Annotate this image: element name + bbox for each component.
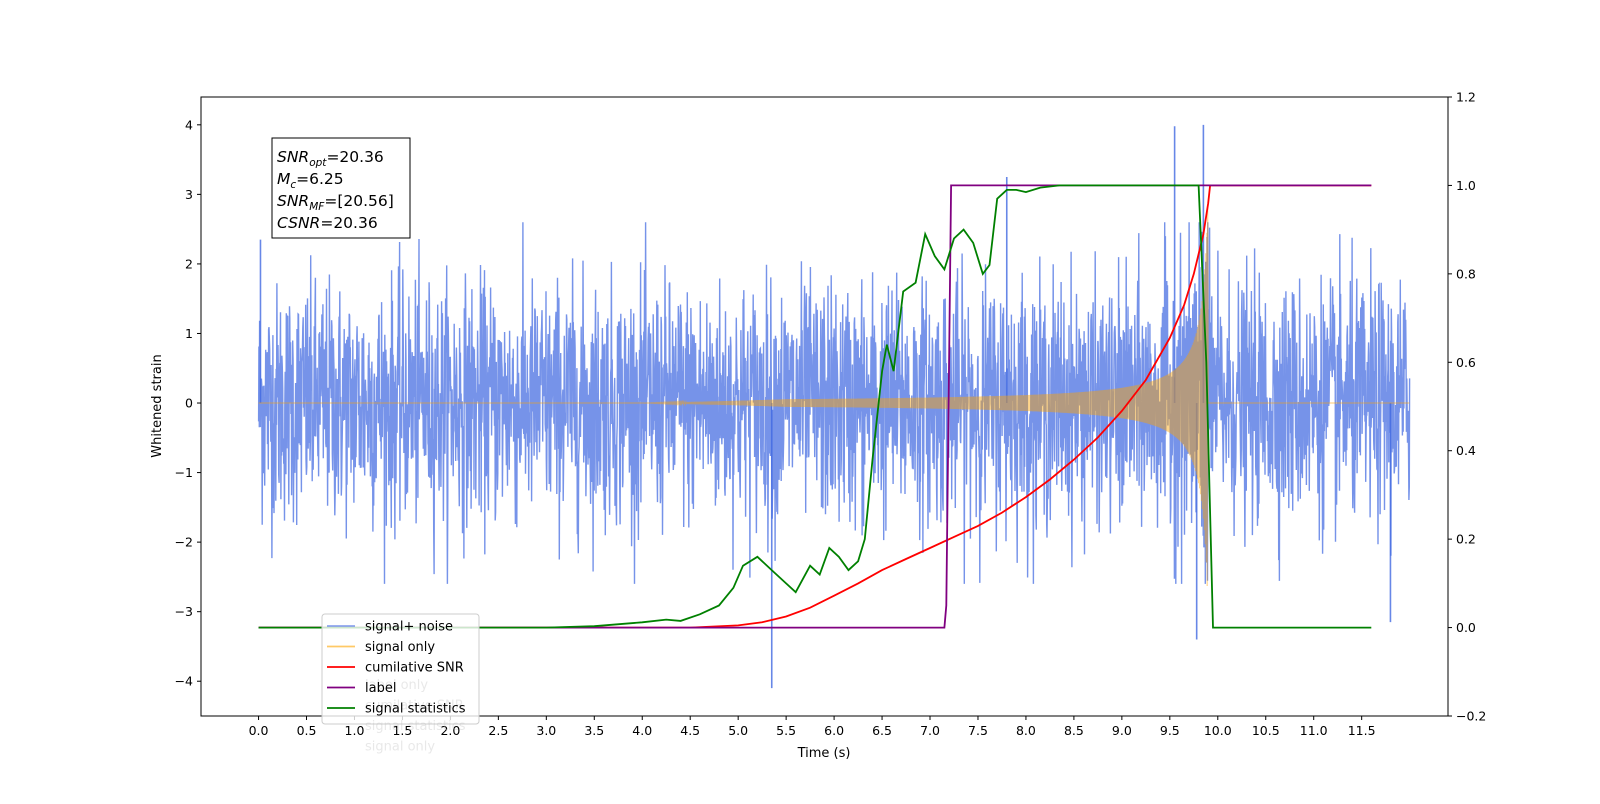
x-tick-label: 11.5 [1348, 723, 1376, 738]
series-signal-noise [257, 222, 1411, 584]
y2-tick-label: 1.2 [1456, 90, 1476, 105]
x-tick-label: 0.5 [297, 723, 317, 738]
legend-ghost-label: signal only [365, 740, 435, 755]
y-tick-label: −1 [175, 465, 193, 480]
legend-label: label [365, 681, 396, 696]
legend-frame [321, 613, 480, 725]
annotation-frame [271, 137, 411, 239]
plot-frame [200, 96, 1449, 717]
y-tick-label: 0 [185, 396, 193, 411]
x-axis: 0.0 0.5 1.0 1.5 2.0 2.5 3.0 3.5 4.0 4.5 5.0 5.5 6.0 6… [249, 716, 1376, 738]
y-axis-label: Whitened strain [150, 354, 165, 457]
legend-ghost-label: label only [365, 678, 428, 693]
x-tick-label: 11.0 [1300, 723, 1328, 738]
legend-label: signal only [365, 640, 435, 655]
x-tick-label: 6.0 [824, 723, 844, 738]
y2-tick-label: 0.8 [1456, 266, 1476, 281]
x-tick-label: 8.5 [1064, 723, 1084, 738]
y2-tick-label: 1.0 [1456, 178, 1476, 193]
y-tick-label: −4 [175, 674, 193, 689]
y2-tick-label: 0.2 [1456, 532, 1476, 547]
x-tick-label: 1.0 [345, 723, 365, 738]
x-axis-label: Time (s) [797, 746, 851, 761]
y-tick-label: 2 [185, 256, 193, 271]
x-tick-label: 2.5 [488, 723, 508, 738]
x-tick-label: 5.0 [728, 723, 748, 738]
x-tick-label: 7.5 [968, 723, 988, 738]
annotation-line: CSNR=20.36 [277, 214, 378, 232]
x-tick-label: 3.5 [584, 723, 604, 738]
x-tick-label: 1.5 [392, 723, 412, 738]
x-tick-label: 3.0 [536, 723, 556, 738]
x-tick-label: 9.5 [1160, 723, 1180, 738]
legend-label: signal+ noise [365, 620, 453, 635]
y-tick-label: −2 [175, 535, 193, 550]
y-tick-label: 3 [185, 187, 193, 202]
x-tick-label: 10.5 [1252, 723, 1280, 738]
x-tick-label: 4.5 [680, 723, 700, 738]
x-tick-label: 0.0 [249, 723, 269, 738]
legend-label: cumilative SNR [365, 661, 464, 676]
annotation-line: Mc=6.25 [277, 170, 344, 191]
legend-label: signal statistics [365, 702, 466, 717]
annotation-line: SNRMF=[20.56] [277, 192, 394, 213]
y2-tick-label: 0.6 [1456, 355, 1476, 370]
x-tick-label: 5.5 [776, 723, 796, 738]
y-tick-label: −3 [175, 604, 193, 619]
x-tick-label: 9.0 [1112, 723, 1132, 738]
annotation-box: SNRopt=20.36Mc=6.25SNRMF=[20.56]CSNR=20.… [271, 137, 411, 239]
x-tick-label: 2.0 [440, 723, 460, 738]
x-tick-label: 10.0 [1204, 723, 1232, 738]
y-tick-label: 1 [185, 326, 193, 341]
x-tick-label: 4.0 [632, 723, 652, 738]
y-axis-right: 1.2 1.0 0.8 0.6 0.4 0.2 0.0 −0.2 [1448, 90, 1486, 724]
legend-ghost-label: signal statistics [365, 719, 466, 734]
y-axis-left: 4 3 2 1 0 −1 −2 −3 −4 [175, 117, 201, 689]
series-cumulative-snr [258, 184, 1372, 629]
annotation-line: SNRopt=20.36 [277, 148, 384, 169]
legend-ghost-label: cumilative SNR [365, 699, 464, 714]
series-signal-statistics [258, 184, 1372, 629]
y2-tick-label: −0.2 [1456, 709, 1486, 724]
x-tick-label: 7.0 [920, 723, 940, 738]
y2-tick-label: 0.0 [1456, 620, 1476, 635]
series-layer [257, 124, 1411, 689]
x-tick-label: 6.5 [872, 723, 892, 738]
y2-tick-label: 0.4 [1456, 443, 1476, 458]
x-tick-label: 8.0 [1016, 723, 1036, 738]
series-signal-only [258, 205, 1410, 587]
y-tick-label: 4 [185, 117, 193, 132]
